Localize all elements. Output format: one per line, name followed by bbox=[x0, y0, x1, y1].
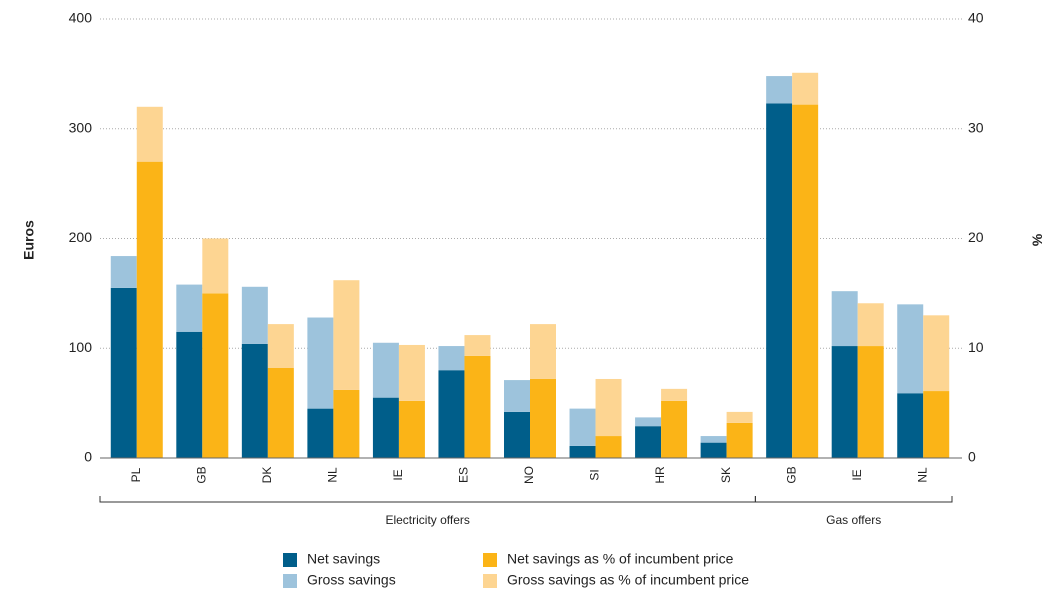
y-tick-label: 300 bbox=[69, 119, 93, 135]
x-tick-label: PL bbox=[129, 467, 143, 482]
y-axis-label: Euros bbox=[21, 220, 37, 260]
y-tick-label: 100 bbox=[69, 339, 93, 355]
bar bbox=[202, 238, 229, 294]
x-tick-label: GB bbox=[784, 466, 798, 483]
bar bbox=[897, 304, 924, 394]
bar bbox=[176, 284, 203, 332]
bar bbox=[700, 442, 727, 458]
bar bbox=[110, 287, 137, 458]
bar bbox=[923, 315, 950, 392]
group-bracket bbox=[99, 496, 756, 503]
bar bbox=[635, 417, 662, 427]
bar bbox=[333, 389, 360, 458]
bar bbox=[241, 343, 268, 458]
bar bbox=[595, 436, 622, 458]
bar bbox=[569, 408, 596, 446]
bar bbox=[595, 378, 622, 437]
bar bbox=[136, 161, 163, 459]
x-tick-label: HR bbox=[653, 466, 667, 484]
bar bbox=[766, 103, 793, 458]
x-tick-label: SK bbox=[719, 467, 733, 483]
y-tick-label: 200 bbox=[69, 229, 93, 245]
bar bbox=[464, 335, 491, 356]
bar bbox=[136, 106, 163, 162]
bar bbox=[766, 76, 793, 104]
bar bbox=[241, 286, 268, 344]
bar bbox=[333, 280, 360, 390]
y2-tick-label: 40 bbox=[968, 10, 984, 26]
x-tick-label: SI bbox=[588, 469, 602, 480]
x-tick-label: GB bbox=[194, 466, 208, 483]
x-tick-label: IE bbox=[391, 469, 405, 480]
legend-label: Net savings as % of incumbent price bbox=[507, 551, 734, 567]
legend-swatch bbox=[483, 574, 497, 588]
bar bbox=[464, 355, 491, 458]
x-tick-label: NL bbox=[915, 467, 929, 483]
bar bbox=[176, 331, 203, 458]
legend-swatch bbox=[283, 553, 297, 567]
y-tick-label: 0 bbox=[84, 449, 92, 465]
y2-tick-label: 30 bbox=[968, 119, 984, 135]
bar bbox=[530, 378, 556, 458]
bar bbox=[398, 400, 425, 458]
legend-label: Gross savings as % of incumbent price bbox=[507, 572, 749, 588]
bar bbox=[897, 393, 924, 458]
bar bbox=[202, 293, 229, 458]
legend-swatch bbox=[483, 553, 497, 567]
y2-tick-label: 20 bbox=[968, 229, 984, 245]
bar bbox=[372, 397, 399, 458]
bar bbox=[923, 391, 950, 458]
bar bbox=[831, 346, 858, 458]
bar bbox=[831, 291, 858, 347]
legend-label: Net savings bbox=[307, 551, 380, 567]
bar bbox=[504, 411, 530, 458]
bar bbox=[661, 388, 688, 401]
legend-swatch bbox=[283, 574, 297, 588]
x-tick-label: NL bbox=[326, 467, 340, 483]
bar bbox=[307, 317, 334, 409]
bar bbox=[110, 256, 137, 288]
bar bbox=[504, 380, 530, 412]
bar bbox=[267, 368, 294, 458]
bar bbox=[438, 370, 465, 458]
bar bbox=[792, 104, 819, 458]
group-label: Electricity offers bbox=[385, 513, 469, 527]
bar bbox=[438, 346, 465, 371]
y2-tick-label: 10 bbox=[968, 339, 984, 355]
bar bbox=[569, 445, 596, 458]
x-tick-label: DK bbox=[260, 467, 274, 484]
y-tick-label: 400 bbox=[69, 10, 93, 26]
bar bbox=[857, 346, 884, 458]
bar bbox=[857, 303, 884, 347]
y2-tick-label: 0 bbox=[968, 449, 976, 465]
bar bbox=[267, 324, 294, 369]
y2-axis-label: % bbox=[1029, 234, 1045, 247]
group-bracket bbox=[754, 496, 953, 503]
bar bbox=[530, 324, 556, 379]
bar bbox=[726, 411, 753, 423]
bar bbox=[307, 408, 334, 458]
bar bbox=[398, 344, 425, 401]
bar bbox=[792, 72, 819, 105]
x-tick-label: NO bbox=[522, 466, 536, 484]
bar bbox=[635, 426, 662, 458]
x-tick-label: IE bbox=[850, 469, 864, 480]
bar bbox=[372, 342, 399, 398]
legend-label: Gross savings bbox=[307, 572, 396, 588]
x-tick-label: ES bbox=[457, 467, 471, 483]
bar bbox=[726, 422, 753, 458]
bar bbox=[661, 400, 688, 458]
bar bbox=[700, 436, 727, 443]
group-label: Gas offers bbox=[826, 513, 881, 527]
